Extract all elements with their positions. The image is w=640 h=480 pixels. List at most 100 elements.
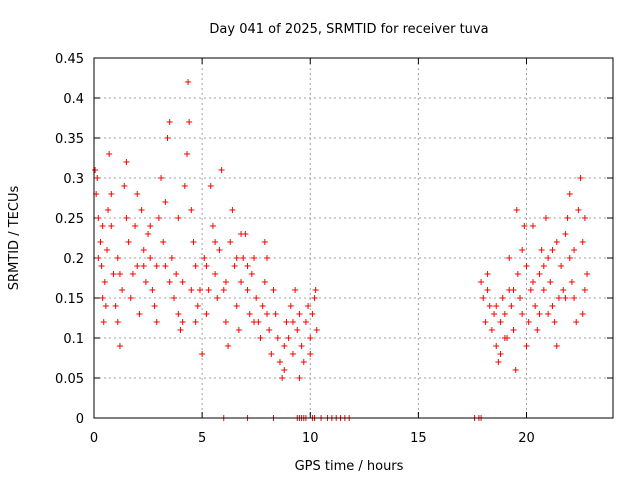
- data-point: [566, 255, 573, 261]
- data-point: [171, 295, 178, 301]
- data-point: [116, 343, 123, 349]
- data-point: [216, 247, 223, 253]
- data-point: [132, 223, 139, 229]
- data-point: [292, 287, 299, 293]
- data-point: [99, 295, 106, 301]
- data-point: [251, 319, 258, 325]
- data-point: [536, 271, 543, 277]
- data-point: [190, 239, 197, 245]
- data-point: [307, 351, 314, 357]
- plot-frame: [93, 57, 614, 419]
- data-point: [164, 135, 171, 141]
- data-point: [540, 287, 547, 293]
- data-point: [145, 231, 152, 237]
- data-point: [95, 255, 102, 261]
- y-tick-label: 0.25: [55, 212, 84, 227]
- data-point: [579, 311, 586, 317]
- data-point: [123, 159, 130, 165]
- data-point: [235, 327, 242, 333]
- data-point: [495, 359, 502, 365]
- data-point: [558, 263, 565, 269]
- data-point: [192, 319, 199, 325]
- data-point: [155, 215, 162, 221]
- data-point: [581, 215, 588, 221]
- data-point: [296, 375, 303, 381]
- data-point: [534, 327, 541, 333]
- data-point: [108, 191, 115, 197]
- data-point: [201, 255, 208, 261]
- data-point: [579, 239, 586, 245]
- data-point: [147, 223, 154, 229]
- y-tick-label: 0.35: [55, 132, 84, 147]
- data-point: [309, 311, 316, 317]
- data-point: [259, 303, 266, 309]
- x-tick-label: 20: [518, 431, 535, 446]
- data-point: [305, 303, 312, 309]
- data-point: [175, 311, 182, 317]
- axis-ticks: 0 0.05 0.1 0.15 0.2 0.25 0.3 0.35 0.4 0.45 0 5 10 15 2…: [55, 52, 613, 446]
- x-tick-label: 10: [302, 431, 319, 446]
- data-point: [125, 239, 132, 245]
- data-point: [116, 271, 123, 277]
- data-point: [238, 279, 245, 285]
- data-point: [177, 327, 184, 333]
- data-point: [285, 335, 292, 341]
- data-point: [138, 207, 145, 213]
- x-axis-label: GPS time / hours: [295, 459, 404, 474]
- data-point: [196, 287, 203, 293]
- data-point: [181, 183, 188, 189]
- y-tick-label: 0: [76, 412, 84, 427]
- data-point: [244, 263, 251, 269]
- data-point: [523, 343, 530, 349]
- data-point: [188, 207, 195, 213]
- data-point: [493, 303, 500, 309]
- data-point: [296, 311, 303, 317]
- x-tick-label: 0: [90, 431, 98, 446]
- data-point: [564, 215, 571, 221]
- data-point: [99, 223, 106, 229]
- data-point: [540, 263, 547, 269]
- data-point: [536, 311, 543, 317]
- data-point: [244, 287, 251, 293]
- data-point: [199, 351, 206, 357]
- data-point: [108, 223, 115, 229]
- data-point: [222, 319, 229, 325]
- y-tick-label: 0.05: [55, 372, 84, 387]
- data-point: [519, 311, 526, 317]
- data-point: [264, 255, 270, 261]
- data-point: [192, 263, 199, 269]
- data-point: [231, 263, 238, 269]
- data-point: [281, 343, 288, 349]
- data-point: [188, 287, 195, 293]
- data-point: [514, 271, 521, 277]
- data-point: [134, 263, 141, 269]
- data-point: [508, 303, 515, 309]
- data-point: [110, 271, 117, 277]
- data-point: [312, 287, 319, 293]
- data-point: [521, 223, 528, 229]
- data-point: [222, 279, 229, 285]
- data-point: [147, 255, 154, 261]
- data-point: [225, 343, 232, 349]
- data-point: [103, 247, 110, 253]
- data-point: [300, 359, 307, 365]
- x-tick-label: 15: [410, 431, 427, 446]
- data-point: [501, 311, 508, 317]
- data-point: [501, 335, 508, 341]
- data-point: [251, 255, 258, 261]
- data-point: [203, 263, 210, 269]
- data-point: [175, 215, 182, 221]
- data-point: [100, 319, 107, 325]
- data-point: [478, 279, 485, 285]
- data-point: [519, 247, 526, 253]
- data-point: [493, 343, 500, 349]
- data-point: [549, 247, 556, 253]
- data-point: [545, 255, 552, 261]
- data-point: [513, 207, 520, 213]
- data-point: [114, 255, 121, 261]
- data-point: [218, 167, 225, 173]
- data-point: [480, 295, 487, 301]
- data-point: [523, 263, 530, 269]
- data-point: [229, 207, 236, 213]
